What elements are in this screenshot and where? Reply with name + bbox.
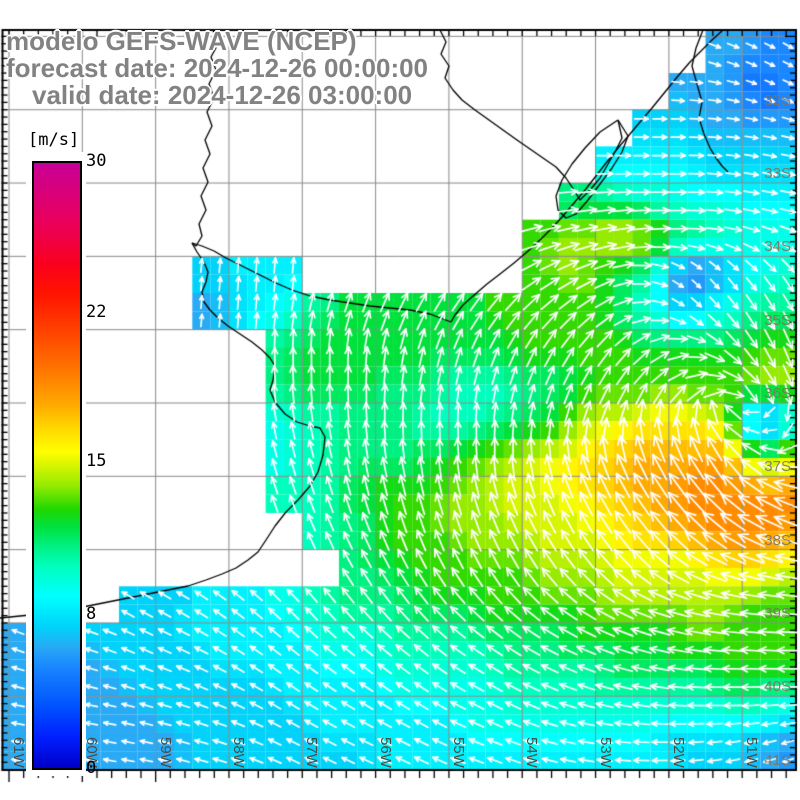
colorbar-unit-label: [m/s] — [28, 130, 80, 150]
lat-label-40S: 40S — [764, 678, 791, 696]
lon-label-61W: 61W — [10, 737, 27, 768]
lon-label-56W: 56W — [376, 737, 394, 768]
lat-label-38S: 38S — [764, 531, 791, 549]
lat-label-36S: 36S — [764, 384, 791, 402]
lon-label-58W: 58W — [229, 737, 247, 768]
lon-label-57W: 57W — [303, 737, 321, 768]
lat-label-37S: 37S — [764, 458, 791, 476]
colorbar-tick-22: 22 — [86, 302, 107, 322]
lon-label-59W: 59W — [156, 737, 174, 768]
lon-label-53W: 53W — [596, 737, 614, 768]
colorbar-gradient — [32, 161, 82, 770]
lat-label-39S: 39S — [764, 604, 791, 622]
colorbar-tick-30: 30 — [86, 151, 107, 171]
colorbar-tick-8: 8 — [86, 604, 97, 624]
lat-label-41S: 41S — [764, 751, 791, 769]
colorbar-tick-15: 15 — [86, 451, 107, 471]
lon-label-52W: 52W — [669, 737, 687, 768]
lon-label-55W: 55W — [449, 737, 467, 768]
lat-label-35S: 35S — [764, 311, 791, 329]
colorbar-tick-0: 0 — [86, 758, 97, 778]
lat-label-32S: 32S — [764, 91, 791, 109]
lon-label-54W: 54W — [523, 737, 541, 768]
lat-label-34S: 34S — [764, 238, 791, 256]
lat-label-33S: 33S — [764, 165, 791, 183]
lon-label-51W: 51W — [743, 737, 761, 768]
